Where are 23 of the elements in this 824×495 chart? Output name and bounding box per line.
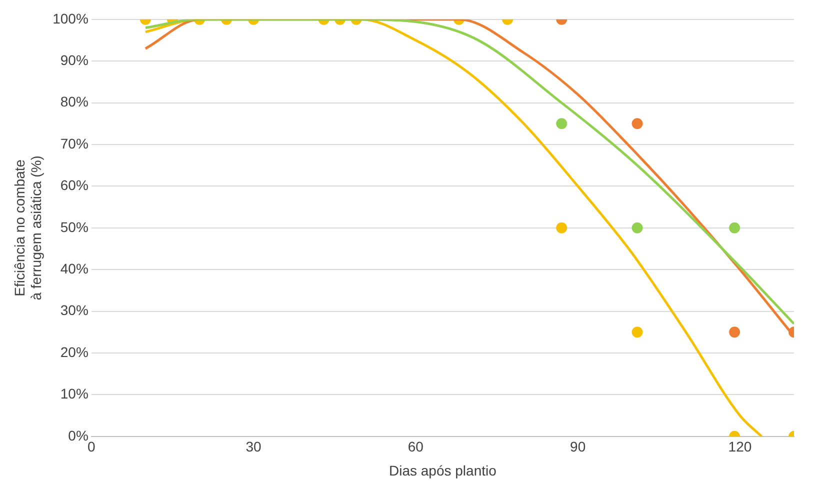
point bbox=[632, 118, 643, 130]
y-tick-label: 60% bbox=[60, 177, 88, 194]
y-tick-label: 30% bbox=[60, 302, 88, 318]
y-tick-label: 20% bbox=[60, 344, 88, 360]
point bbox=[729, 222, 740, 234]
x-axis-title: Dias após plantio bbox=[389, 462, 497, 478]
x-tick-label: 30 bbox=[246, 438, 262, 455]
y-axis-title: Eficiência no combate à ferrugem asiática (%) bbox=[11, 156, 44, 300]
point bbox=[556, 222, 568, 234]
y-tick-label: 90% bbox=[60, 52, 88, 68]
point bbox=[556, 118, 568, 130]
x-tick-label: 90 bbox=[570, 438, 586, 455]
point bbox=[632, 222, 643, 234]
y-tick-label: 80% bbox=[60, 94, 88, 110]
y-tick-label: 70% bbox=[60, 135, 88, 152]
y-tick-label: 40% bbox=[60, 260, 88, 276]
y-tick-label: 50% bbox=[60, 218, 88, 235]
y-tick-label: 10% bbox=[60, 386, 88, 402]
x-tick-label: 0 bbox=[88, 438, 96, 455]
x-tick-label: 60 bbox=[408, 438, 424, 455]
y-tick-label: 0% bbox=[68, 427, 88, 444]
x-tick-label: 120 bbox=[728, 438, 752, 455]
y-tick-label: 100% bbox=[52, 10, 88, 26]
